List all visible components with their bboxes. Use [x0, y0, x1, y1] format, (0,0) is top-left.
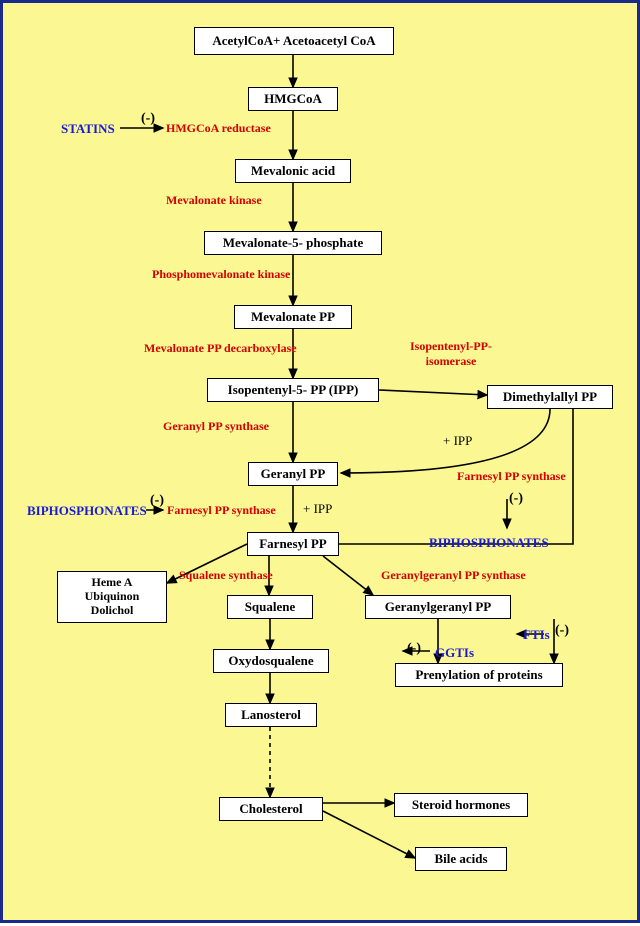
node-ggpp: Geranylgeranyl PP — [365, 595, 511, 619]
node-lanosterol: Lanosterol — [225, 703, 317, 727]
node-acetylcoa: AcetylCoA+ Acetoacetyl CoA — [194, 27, 394, 55]
node-mevalonate-5-p: Mevalonate-5- phosphate — [204, 231, 382, 255]
enzyme-fpp-synthase-left: Farnesyl PP synthase — [167, 503, 276, 518]
neg-ftis: (-) — [555, 623, 569, 639]
drug-biphosphonates-r: BIPHOSPHONATES — [429, 535, 549, 551]
edge-a15 — [323, 556, 373, 595]
mevalonate-pathway-diagram: AcetylCoA+ Acetoacetyl CoA HMGCoA Mevalo… — [0, 0, 640, 923]
drug-ggtis: GGTIs — [435, 645, 474, 661]
enzyme-mevpp-decarboxylase: Mevalonate PP decarboxylase — [144, 341, 297, 356]
node-cholesterol: Cholesterol — [219, 797, 323, 821]
node-bile-acids: Bile acids — [415, 847, 507, 871]
enzyme-phosphomev-kinase: Phosphomevalonate kinase — [152, 267, 290, 282]
enzyme-fpp-synthase-right: Farnesyl PP synthase — [457, 469, 566, 484]
drug-statins: STATINS — [61, 121, 115, 137]
node-heme-ubiq-dolichol: Heme A Ubiquinon Dolichol — [57, 571, 167, 623]
node-oxydosqualene: Oxydosqualene — [213, 649, 329, 673]
enzyme-gpp-synthase: Geranyl PP synthase — [163, 419, 269, 434]
node-squalene: Squalene — [227, 595, 313, 619]
enzyme-squalene-synthase: Squalene synthase — [179, 568, 273, 583]
plus-ipp-2: + IPP — [303, 501, 332, 517]
node-prenylation: Prenylation of proteins — [395, 663, 563, 687]
drug-ftis: FTIs — [523, 627, 550, 643]
neg-biphos-r: (-) — [509, 491, 523, 507]
node-mevalonic-acid: Mevalonic acid — [235, 159, 351, 183]
node-dmapp: Dimethylallyl PP — [487, 385, 613, 409]
plus-ipp-1: + IPP — [443, 433, 472, 449]
edge-a12 — [379, 390, 487, 395]
neg-biphos-l: (-) — [150, 493, 164, 509]
node-mevalonate-pp: Mevalonate PP — [234, 305, 352, 329]
node-geranyl-pp: Geranyl PP — [248, 462, 338, 486]
enzyme-mevalonate-kinase: Mevalonate kinase — [166, 193, 262, 208]
node-steroid-hormones: Steroid hormones — [394, 793, 528, 817]
neg-ggtis: (-) — [407, 641, 421, 657]
node-ipp: Isopentenyl-5- PP (IPP) — [207, 378, 379, 402]
node-hmgcoa: HMGCoA — [248, 87, 338, 111]
enzyme-ggpp-synthase: Geranylgeranyl PP synthase — [381, 568, 526, 583]
drug-biphosphonates-l: BIPHOSPHONATES — [27, 503, 147, 519]
edge-a20 — [323, 811, 415, 858]
neg-statins: (-) — [141, 111, 155, 127]
node-farnesyl-pp: Farnesyl PP — [247, 532, 339, 556]
enzyme-ipp-isomerase: Isopentenyl-PP- isomerase — [410, 339, 492, 369]
enzyme-hmgcoa-reductase: HMGCoA reductase — [166, 121, 271, 136]
